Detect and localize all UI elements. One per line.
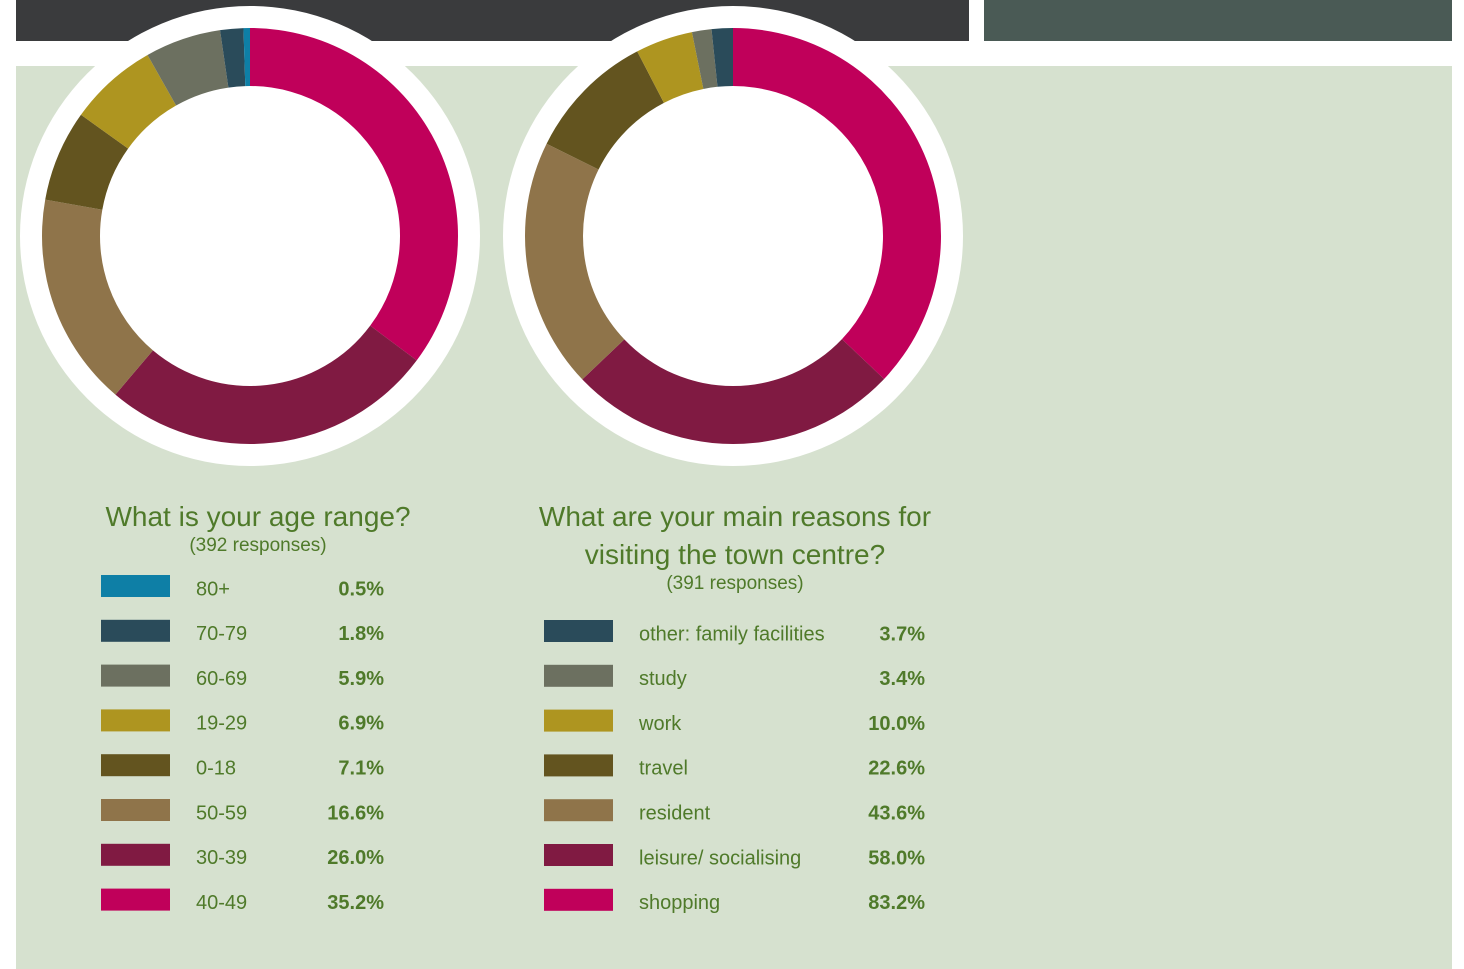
legend-swatch <box>101 799 170 821</box>
legend-swatch <box>544 754 613 777</box>
legend-swatch <box>544 664 613 687</box>
donut-slice <box>525 143 625 380</box>
donut-slice <box>243 28 250 87</box>
legend-swatch <box>101 709 170 732</box>
donut-slice <box>45 114 129 210</box>
legend-label: shopping <box>639 892 720 914</box>
legend-swatch <box>101 754 170 777</box>
legend-label: work <box>638 713 682 735</box>
legend-swatch <box>101 843 170 866</box>
legend-label: 0-18 <box>196 757 236 779</box>
legend-label: resident <box>639 802 711 824</box>
value-label: 3.7% <box>879 623 925 645</box>
value-label: 7.1% <box>338 757 384 779</box>
value-label: 1.8% <box>338 623 384 645</box>
donut-slice <box>250 28 458 361</box>
donut-slice <box>691 29 718 89</box>
value-label: 22.6% <box>868 758 925 780</box>
donut-slice <box>637 32 704 103</box>
value-label: 83.2% <box>868 892 925 914</box>
donut-slice <box>115 325 417 444</box>
legend-label: travel <box>639 758 688 780</box>
legend-label: 60-69 <box>196 668 247 690</box>
donut-slice <box>41 199 153 395</box>
legend-swatch <box>544 844 613 866</box>
value-label: 43.6% <box>868 802 925 824</box>
value-label: 10.0% <box>868 713 925 735</box>
legend-swatch <box>544 888 613 911</box>
donut-slice <box>80 55 177 149</box>
legend-label: study <box>639 668 687 690</box>
legend-swatch <box>544 799 613 822</box>
donut-slice <box>147 30 229 106</box>
chart-title: What are your main reasons for visiting … <box>538 501 932 570</box>
donut-slice <box>711 28 733 87</box>
donut-slice <box>582 339 885 445</box>
legend-swatch <box>101 619 170 642</box>
photo-banner <box>984 0 1452 41</box>
value-label: 6.9% <box>338 713 384 735</box>
legend-swatch <box>101 888 170 911</box>
legend-swatch <box>101 664 170 687</box>
chart-title: What is your age range? <box>105 501 411 532</box>
legend-label: 19-29 <box>196 713 247 735</box>
value-label: 5.9% <box>338 668 384 690</box>
legend-label: 30-39 <box>196 847 247 869</box>
value-label: 58.0% <box>868 847 925 869</box>
donut-slice <box>546 51 664 170</box>
legend-swatch <box>101 575 170 597</box>
legend-label: other: family facilities <box>639 623 825 645</box>
value-label: 0.5% <box>338 578 384 600</box>
value-label: 16.6% <box>327 802 384 824</box>
legend-label: 40-49 <box>196 892 247 914</box>
donut-slice <box>733 28 941 379</box>
value-label: 26.0% <box>327 847 384 869</box>
legend-label: 50-59 <box>196 802 247 824</box>
legend-label: 80+ <box>196 578 230 600</box>
value-label: 3.4% <box>879 668 925 690</box>
donut-slice <box>220 28 246 88</box>
legend-swatch <box>544 620 613 642</box>
legend-label: leisure/ socialising <box>639 847 801 869</box>
chart-subtitle: (392 responses) <box>189 535 327 556</box>
value-label: 35.2% <box>327 892 384 914</box>
legend-label: 70-79 <box>196 623 247 645</box>
chart-subtitle: (391 responses) <box>666 573 804 594</box>
legend-swatch <box>544 709 613 732</box>
